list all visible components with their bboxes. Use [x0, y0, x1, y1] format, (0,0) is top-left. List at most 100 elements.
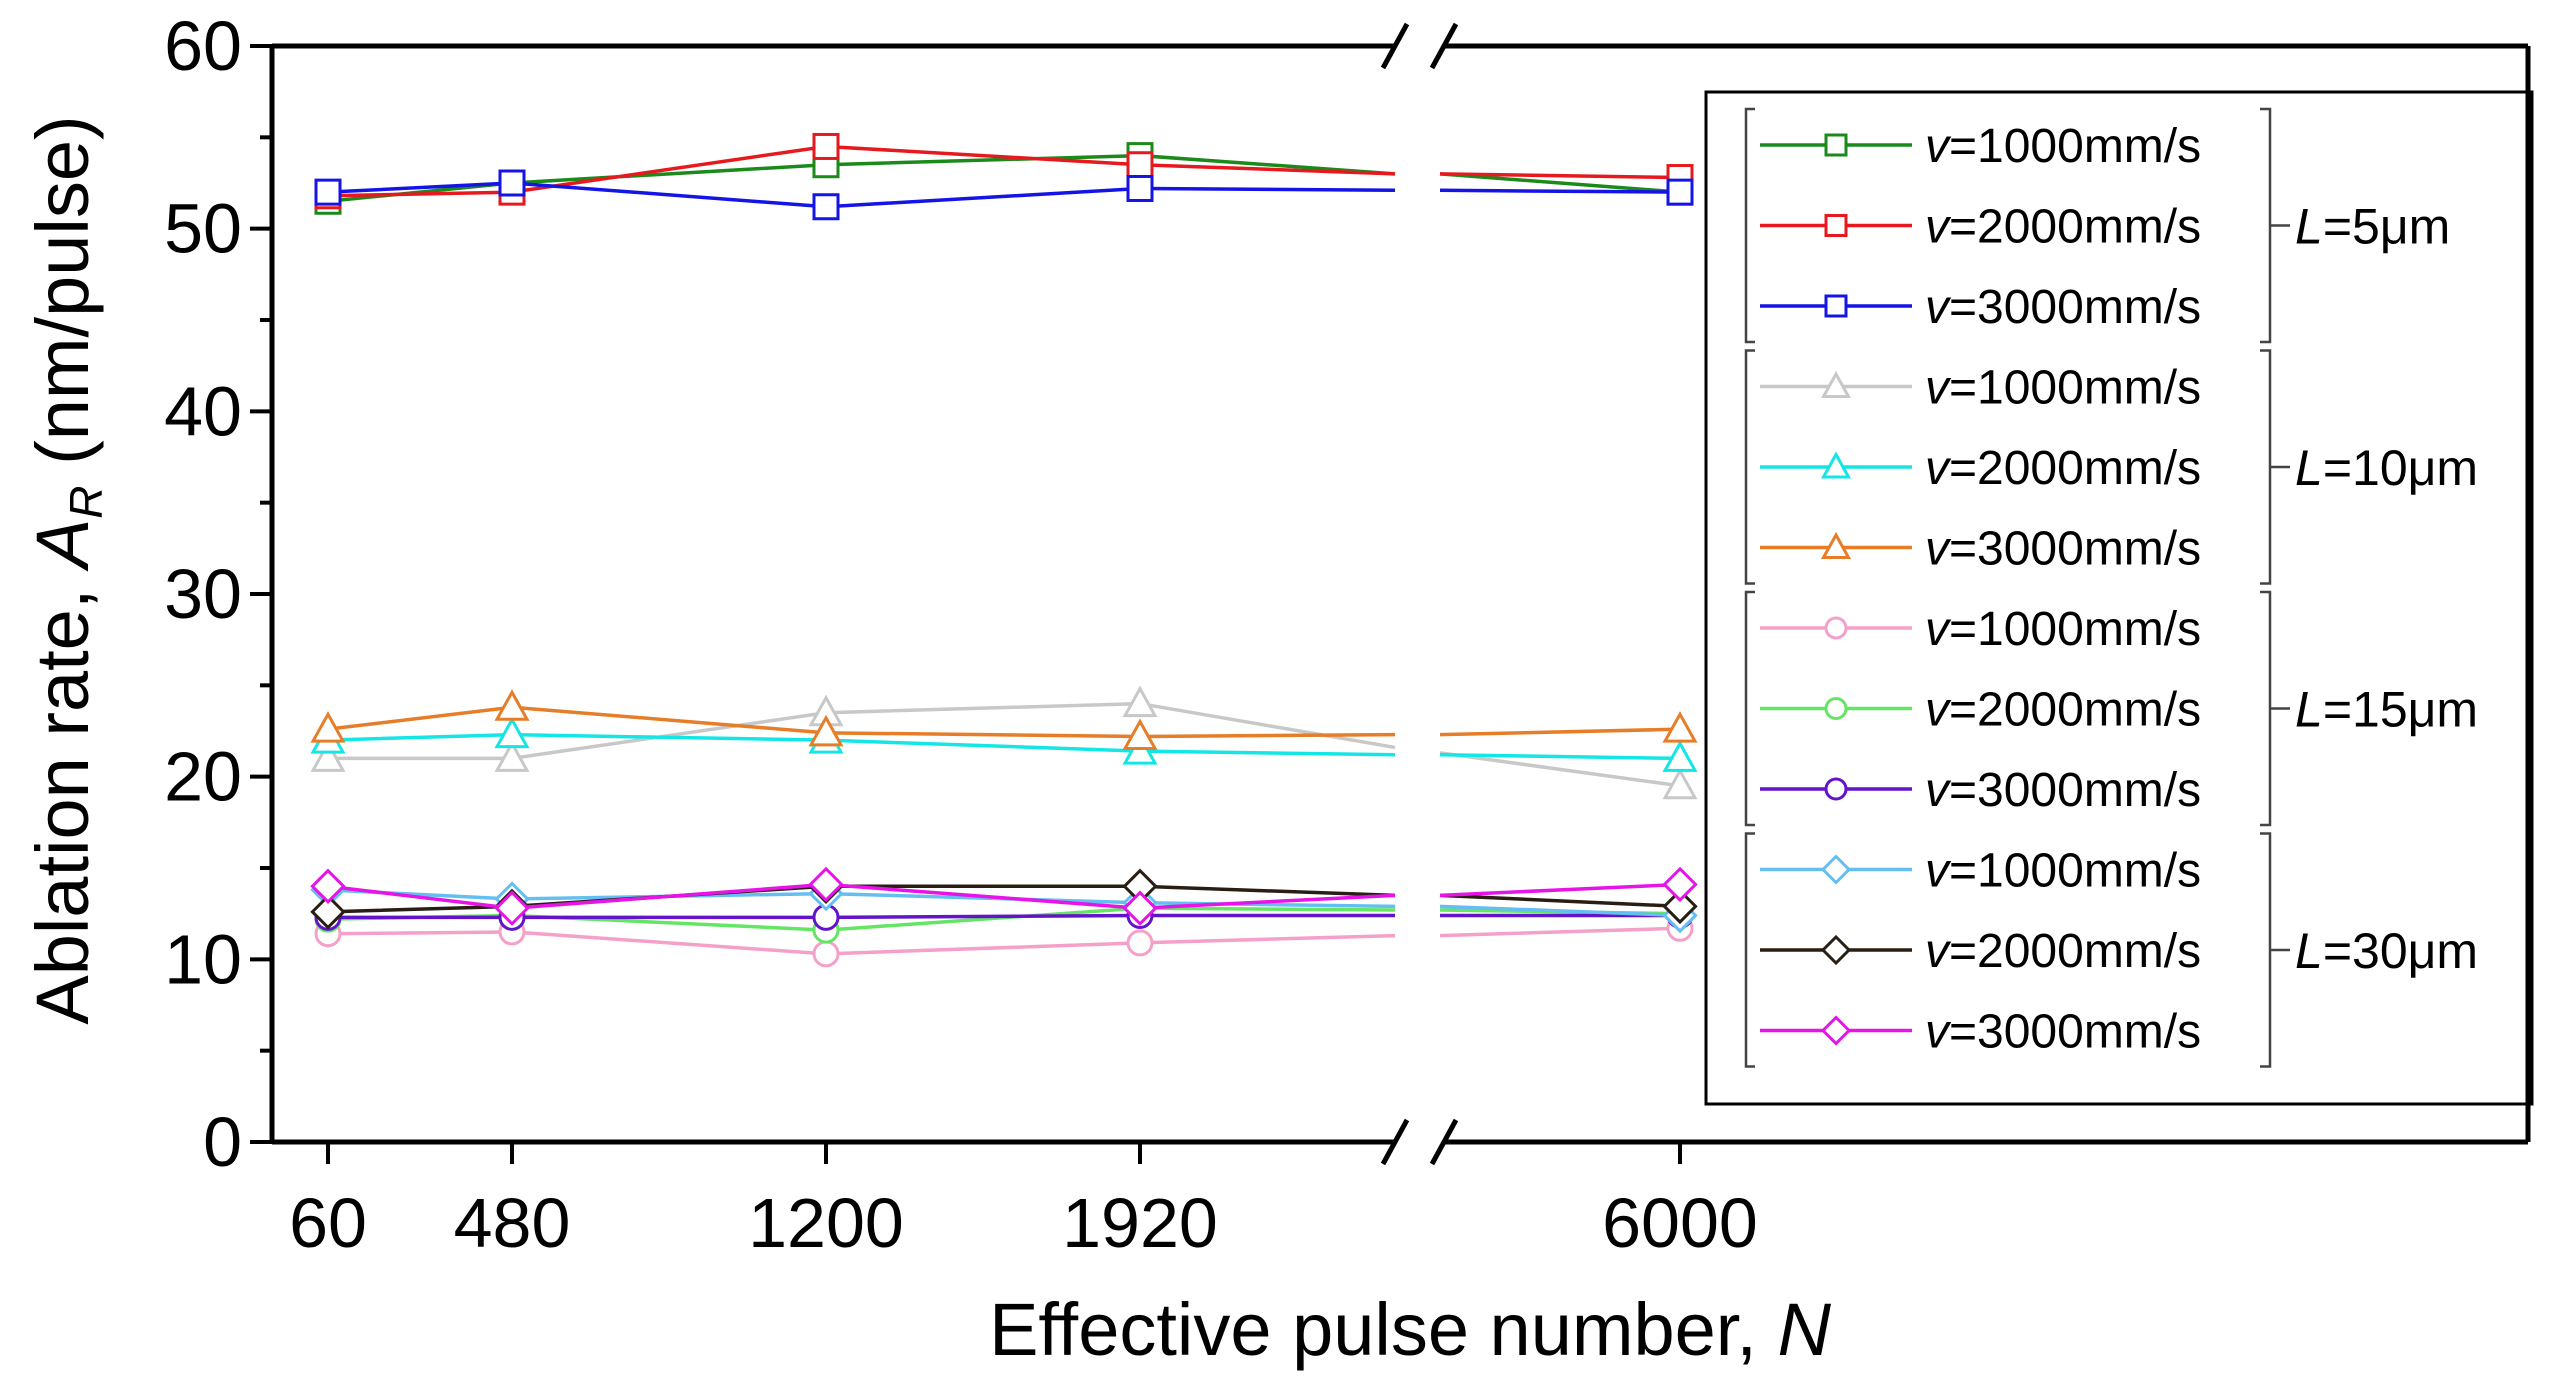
- data-point: [1126, 151, 1154, 179]
- legend-group-label: L=30μm: [2295, 923, 2478, 979]
- data-point: [1662, 866, 1698, 903]
- legend-entry: v=3000mm/s: [1760, 523, 2201, 576]
- legend-entry: v=1000mm/s: [1760, 120, 2201, 173]
- legend-label: v=3000mm/s: [1925, 1006, 2201, 1059]
- series-line-after-break: [1439, 926, 1681, 938]
- legend-entry: v=2000mm/s: [1760, 442, 2201, 495]
- legend-group-2: L=10μm: [1744, 349, 2478, 585]
- data-point: [812, 940, 840, 968]
- data-point: [1122, 685, 1158, 718]
- x-axis-title: Effective pulse number, N: [989, 1288, 1831, 1371]
- legend: v=1000mm/s v=2000mm/s v=3000mm/s v=1000mm/s…: [1704, 90, 2534, 1106]
- legend-box: [1704, 90, 2534, 1106]
- data-point: [1662, 767, 1698, 800]
- tick-labels: 0 10 20 30 40 50 60 60 480 1200 1920 6000: [164, 7, 1758, 1262]
- legend-entry: v=3000mm/s: [1760, 281, 2201, 334]
- legend-label: v=1000mm/s: [1925, 362, 2201, 415]
- data-point: [808, 866, 844, 903]
- legend-group-4: L=30μm: [1744, 832, 2478, 1068]
- data-point: [494, 716, 530, 749]
- y-tick-label: 10: [164, 920, 242, 998]
- data-point: [310, 868, 346, 904]
- series-6: [310, 689, 1698, 750]
- legend-bracket-left: [1744, 832, 1755, 1068]
- legend-group-3: L=15μm: [1744, 590, 2478, 827]
- axis-break-mark: [1429, 22, 1459, 70]
- data-point: [310, 740, 346, 772]
- y-tick-label: 20: [164, 738, 242, 816]
- data-point: [498, 169, 526, 197]
- legend-group-label: L=5μm: [2295, 199, 2450, 255]
- series-layer: [310, 132, 1698, 968]
- axis-break-mark: [1380, 22, 1410, 70]
- data-point: [310, 711, 346, 743]
- series-line-after-break: [1439, 172, 1681, 180]
- data-point: [1662, 740, 1698, 772]
- series-line-after-break: [1439, 882, 1681, 898]
- data-point: [812, 132, 840, 160]
- series-line: [328, 913, 1395, 920]
- legend-bracket-left: [1744, 349, 1755, 585]
- data-point: [1820, 531, 1852, 559]
- legend-entry: v=2000mm/s: [1760, 684, 2201, 737]
- data-point: [314, 178, 342, 206]
- data-point: [1662, 888, 1698, 925]
- legend-bracket-left: [1744, 107, 1755, 344]
- series-line-after-break: [1439, 172, 1681, 194]
- data-point: [1820, 451, 1852, 479]
- series-line-after-break: [1439, 751, 1681, 788]
- legend-entry: v=3000mm/s: [1760, 1006, 2201, 1059]
- series-line-after-break: [1439, 727, 1681, 737]
- data-point: [1666, 178, 1694, 206]
- x-tick-label: 480: [454, 1184, 571, 1262]
- data-point: [1122, 890, 1158, 926]
- legend-label: v=3000mm/s: [1925, 764, 2201, 817]
- series-line: [327, 930, 1396, 956]
- legend-group-1: L=5μm: [1744, 107, 2450, 344]
- axis-break-mark: [1380, 1118, 1410, 1166]
- series-line-after-break: [1439, 904, 1681, 918]
- y-tick-label: 0: [203, 1103, 242, 1181]
- y-tick-label: 30: [164, 555, 242, 633]
- series-3: [314, 169, 1694, 221]
- x-tick-label: 6000: [1602, 1184, 1758, 1262]
- x-tick-label: 60: [289, 1184, 367, 1262]
- legend-label: v=1000mm/s: [1925, 603, 2201, 656]
- data-point: [1824, 697, 1848, 720]
- data-point: [1824, 214, 1848, 237]
- data-point: [1126, 929, 1154, 957]
- legend-label: v=3000mm/s: [1925, 523, 2201, 576]
- data-point: [494, 890, 530, 926]
- y-tick-label: 60: [164, 7, 242, 85]
- series-line: [327, 732, 1396, 757]
- legend-entry: v=2000mm/s: [1760, 201, 2201, 254]
- legend-entry: v=1000mm/s: [1760, 362, 2201, 415]
- data-point: [1824, 616, 1848, 640]
- series-line-after-break: [1439, 188, 1681, 194]
- data-point: [494, 689, 530, 721]
- data-point: [1820, 854, 1852, 885]
- x-tick-label: 1200: [748, 1184, 904, 1262]
- data-point: [808, 714, 844, 747]
- y-tick-label: 50: [164, 190, 242, 268]
- data-point: [1824, 133, 1848, 157]
- legend-label: v=2000mm/s: [1925, 925, 2201, 978]
- data-point: [1662, 711, 1698, 743]
- legend-entry: v=1000mm/s: [1760, 845, 2201, 898]
- data-point: [1820, 934, 1852, 966]
- series-4: [310, 685, 1698, 800]
- data-point: [1824, 777, 1848, 801]
- series-line: [327, 906, 1396, 932]
- legend-label: v=1000mm/s: [1925, 845, 2201, 898]
- series-line: [327, 153, 1396, 204]
- x-tick-label: 1920: [1062, 1184, 1218, 1262]
- data-point: [1820, 370, 1852, 398]
- data-point: [494, 740, 530, 772]
- data-point: [1820, 1015, 1852, 1046]
- axes: [250, 22, 2531, 1166]
- legend-group-label: L=15μm: [2295, 682, 2478, 738]
- series-line-after-break: [1439, 893, 1681, 909]
- axis-break-mark: [1429, 1118, 1459, 1166]
- legend-label: v=2000mm/s: [1925, 442, 2201, 495]
